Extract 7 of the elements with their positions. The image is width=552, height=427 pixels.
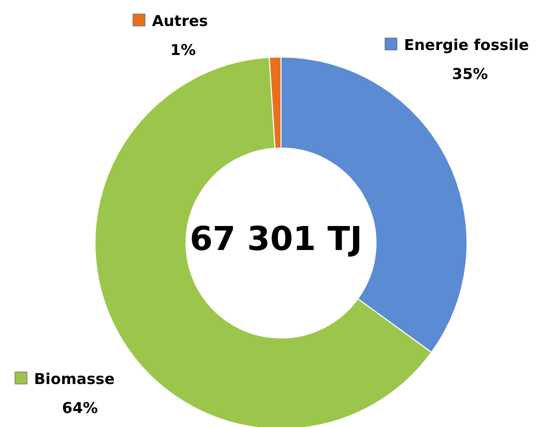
text: 67 301 TJ [190, 219, 362, 258]
data-label: 1% [170, 41, 196, 59]
data-label: 35% [452, 65, 488, 83]
legend-label: Biomasse [34, 370, 115, 388]
legend-label: Energie fossile [404, 36, 529, 54]
data-label: 64% [62, 399, 98, 417]
legend-label: Autres [152, 12, 208, 30]
